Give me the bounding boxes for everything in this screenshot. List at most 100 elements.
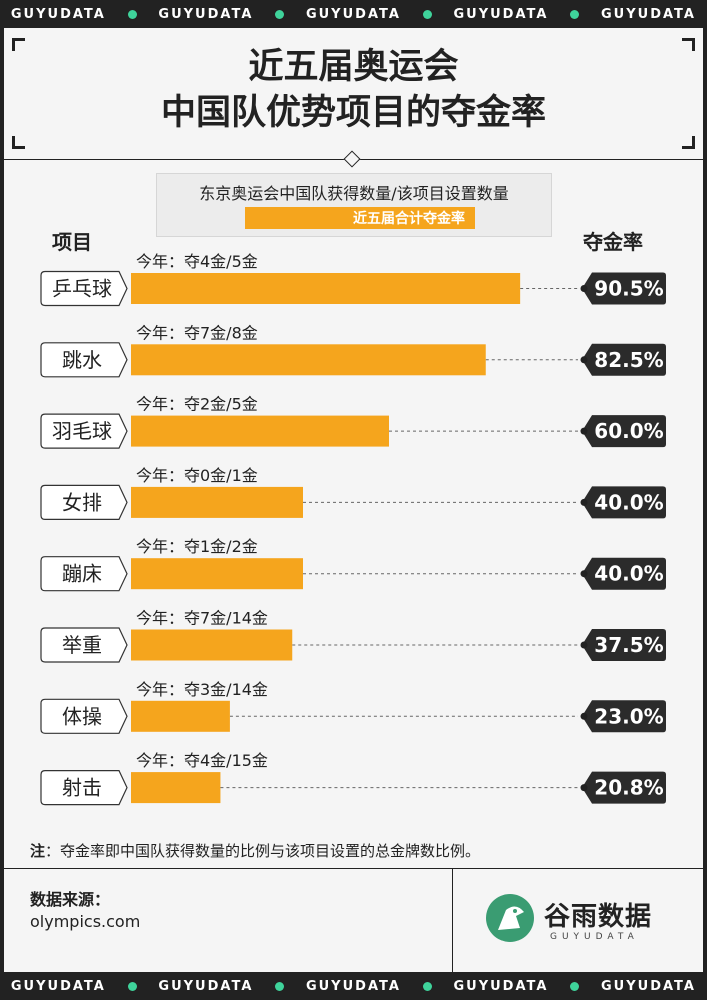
legend-annotation-label: 东京奥运会中国队获得数量/该项目设置数量	[199, 184, 509, 203]
value-badge	[582, 700, 666, 733]
bar-annotation: 今年：夺1金/2金	[136, 537, 258, 556]
category-label: 羽毛球	[52, 419, 112, 443]
legend-bar-label: 近五届合计夺金率	[245, 207, 475, 229]
note-text: ：夺金率即中国队获得数量的比例与该项目设置的总金牌数比例。	[45, 842, 481, 860]
value-label: 37.5%	[594, 633, 663, 657]
ticker-text: GUYUDATA	[305, 6, 401, 22]
ticker-text: GUYUDATA	[10, 978, 106, 994]
bar-annotation: 今年：夺7金/14金	[136, 609, 268, 628]
value-badge	[582, 629, 666, 661]
bar	[131, 772, 221, 804]
category-tag	[40, 484, 128, 520]
value-label: 90.5%	[594, 277, 663, 301]
logo-name: 谷雨数据	[544, 902, 653, 932]
chart-title: 近五届奥运会 中国队优势项目的夺金率	[4, 44, 703, 136]
connector-dot	[580, 712, 588, 720]
top-ticker: GUYUDATA GUYUDATA GUYUDATA GUYUDATA GUYUDATA	[0, 0, 707, 28]
dot-icon	[570, 9, 580, 19]
value-label: 40.0%	[594, 562, 663, 586]
category-label: 乒乓球	[52, 277, 112, 301]
dot-icon	[127, 9, 137, 19]
bar	[131, 273, 521, 304]
title-line-1: 近五届奥运会	[248, 47, 459, 87]
connector-dot	[580, 784, 588, 792]
ticker-text: GUYUDATA	[601, 6, 696, 22]
ticker-text: GUYUDATA	[305, 978, 401, 994]
dot-icon	[275, 981, 285, 991]
corner-mark	[682, 38, 695, 51]
category-label: 体操	[62, 704, 102, 728]
value-badge	[582, 343, 666, 376]
value-badge	[582, 486, 666, 519]
bird-logo-icon	[486, 894, 534, 942]
dot-icon	[570, 981, 580, 991]
corner-mark	[12, 136, 25, 149]
bar-annotation: 今年：夺4金/15金	[136, 751, 268, 770]
source-label: 数据来源：	[30, 890, 111, 909]
ticker-text: GUYUDATA	[453, 978, 549, 994]
bar-annotation: 今年：夺3金/14金	[136, 680, 268, 699]
bottom-ticker: GUYUDATA GUYUDATA GUYUDATA GUYUDATA GUYUDATA	[0, 972, 707, 1000]
category-tag	[40, 556, 128, 592]
bar	[131, 700, 230, 732]
bar	[131, 344, 486, 376]
category-label: 跳水	[62, 348, 102, 372]
bar	[131, 486, 303, 518]
footer-divider	[4, 868, 703, 869]
corner-mark	[682, 136, 695, 149]
bar	[131, 558, 303, 590]
category-tag	[40, 270, 128, 307]
infographic-card: 近五届奥运会 中国队优势项目的夺金率 东京奥运会中国队获得数量/该项目设置数量 …	[4, 28, 703, 972]
value-label: 20.8%	[594, 776, 663, 800]
source-value: olympics.com	[30, 912, 141, 931]
ticker-text: GUYUDATA	[453, 6, 549, 22]
connector-dot	[580, 641, 588, 649]
bar	[131, 415, 389, 447]
category-tag	[40, 627, 128, 663]
value-badge	[582, 272, 666, 305]
value-badge	[582, 771, 666, 804]
rate-column-header: 夺金率	[583, 230, 643, 254]
ticker-text: GUYUDATA	[601, 978, 696, 994]
category-tag	[40, 413, 128, 449]
connector-dot	[580, 285, 588, 292]
bar-annotation: 今年：夺4金/5金	[136, 252, 258, 271]
dot-icon	[127, 981, 137, 991]
ticker-text: GUYUDATA	[158, 978, 254, 994]
category-column-header: 项目	[52, 230, 92, 254]
ticker-text: GUYUDATA	[158, 6, 254, 22]
value-label: 60.0%	[594, 419, 663, 443]
bar-annotation: 今年：夺2金/5金	[136, 395, 258, 414]
dot-icon	[275, 9, 285, 19]
connector-dot	[580, 427, 588, 435]
category-label: 射击	[62, 776, 102, 800]
category-tag	[40, 698, 128, 734]
value-badge	[582, 557, 666, 590]
category-label: 举重	[62, 633, 102, 657]
title-line-2: 中国队优势项目的夺金率	[160, 93, 546, 133]
corner-mark	[12, 38, 25, 51]
connector-dot	[580, 570, 588, 578]
category-tag	[40, 342, 128, 378]
footer-vertical-divider	[452, 868, 453, 972]
legend: 东京奥运会中国队获得数量/该项目设置数量 近五届合计夺金率	[156, 173, 552, 237]
ticker-text: GUYUDATA	[10, 6, 106, 22]
category-label: 蹦床	[62, 562, 102, 586]
value-badge	[582, 415, 666, 448]
value-label: 40.0%	[594, 490, 663, 514]
dot-icon	[422, 9, 432, 19]
category-tag	[40, 770, 128, 806]
connector-dot	[580, 498, 588, 506]
bar-annotation: 今年：夺0金/1金	[136, 466, 258, 485]
category-label: 女排	[62, 490, 102, 514]
value-label: 82.5%	[594, 348, 663, 372]
bar-annotation: 今年：夺7金/8金	[136, 323, 258, 342]
note-prefix: 注	[30, 842, 46, 860]
bar	[131, 629, 293, 661]
logo-subtitle: GUYUDATA	[550, 932, 639, 942]
value-label: 23.0%	[594, 704, 663, 728]
connector-dot	[580, 356, 588, 364]
footnote: 注：夺金率即中国队获得数量的比例与该项目设置的总金牌数比例。	[30, 840, 480, 861]
dot-icon	[422, 981, 432, 991]
